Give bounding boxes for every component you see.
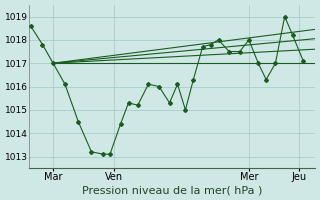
X-axis label: Pression niveau de la mer( hPa ): Pression niveau de la mer( hPa )	[82, 185, 262, 195]
